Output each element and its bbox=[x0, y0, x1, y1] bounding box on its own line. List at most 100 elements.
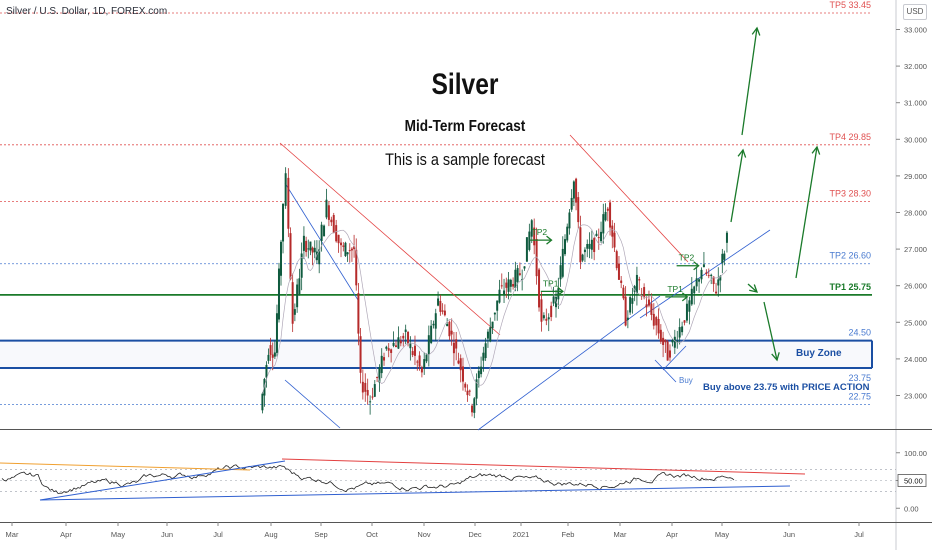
candle-body bbox=[579, 227, 582, 263]
time-tick-label: Apr bbox=[666, 530, 678, 539]
candle-body bbox=[645, 304, 648, 308]
level-label: TP5 33.45 bbox=[829, 0, 871, 10]
forecast-arrowhead bbox=[811, 145, 821, 155]
candle-body bbox=[613, 232, 616, 248]
candle-body bbox=[620, 280, 623, 283]
currency-badge[interactable]: USD bbox=[903, 4, 927, 20]
candle-body bbox=[484, 343, 487, 359]
candle-body bbox=[564, 239, 567, 255]
candle-body bbox=[695, 278, 698, 287]
time-tick-label: Oct bbox=[366, 530, 379, 539]
oscillator-tick-label: 100.00 bbox=[904, 449, 927, 458]
candle-body bbox=[593, 238, 596, 253]
candle-body bbox=[533, 227, 536, 246]
candle-body bbox=[407, 331, 410, 344]
candle-body bbox=[364, 382, 367, 392]
tp-annotation-label: TP1 bbox=[543, 278, 559, 288]
candle-body bbox=[557, 288, 560, 300]
candle-body bbox=[505, 282, 508, 288]
tp-annotation-arrowhead bbox=[546, 235, 553, 245]
buy-zone-label: Buy Zone bbox=[796, 348, 842, 359]
price-tick-label: 25.000 bbox=[904, 318, 927, 327]
candle-body bbox=[383, 357, 386, 361]
time-tick-label: Mar bbox=[614, 530, 627, 539]
candle-body bbox=[464, 383, 467, 388]
candle-body bbox=[437, 298, 440, 306]
candle-body bbox=[446, 323, 449, 327]
candle-body bbox=[273, 352, 276, 357]
candle-body bbox=[545, 318, 548, 321]
time-tick-label: 2021 bbox=[513, 530, 530, 539]
candle-body bbox=[457, 360, 460, 364]
symbol-header: Silver / U.S. Dollar, 1D, FOREX.com bbox=[6, 6, 168, 17]
candle-body bbox=[509, 279, 512, 287]
tp-annotation-arrowhead bbox=[681, 292, 689, 302]
time-tick-label: Aug bbox=[264, 530, 277, 539]
candle-body bbox=[690, 288, 693, 305]
candle-body bbox=[425, 354, 428, 362]
candle-body bbox=[359, 336, 362, 373]
buy-hint-label: Buy above 23.75 with PRICE ACTION bbox=[703, 382, 870, 393]
candle-body bbox=[516, 268, 519, 282]
candle-body bbox=[280, 241, 283, 276]
level-label: 24.50 bbox=[848, 328, 871, 338]
candle-body bbox=[700, 269, 703, 280]
candle-body bbox=[420, 367, 423, 373]
level-label: 22.75 bbox=[848, 392, 871, 402]
time-tick-label: Jun bbox=[161, 530, 173, 539]
candle-body bbox=[443, 310, 446, 316]
candle-body bbox=[397, 337, 400, 349]
candle-body bbox=[489, 327, 492, 342]
candle-body bbox=[575, 178, 578, 203]
candle-body bbox=[568, 212, 571, 229]
candle-body bbox=[542, 315, 545, 319]
candle-body bbox=[475, 379, 478, 399]
candle-body bbox=[725, 232, 728, 243]
candle-body bbox=[631, 298, 634, 304]
candle-body bbox=[715, 291, 718, 294]
candle-body bbox=[507, 279, 510, 292]
trend-line bbox=[477, 295, 661, 431]
candle-body bbox=[595, 233, 598, 237]
candle-body bbox=[269, 345, 272, 355]
forecast-arrow bbox=[763, 301, 778, 361]
candle-body bbox=[350, 248, 353, 251]
candle-body bbox=[486, 331, 489, 339]
candle-body bbox=[459, 358, 462, 371]
oscillator-trend-red bbox=[281, 458, 806, 475]
candle-body bbox=[577, 197, 580, 223]
candle-body bbox=[712, 276, 715, 285]
candle-body bbox=[439, 300, 442, 312]
candle-body bbox=[477, 370, 480, 379]
candle-body bbox=[518, 273, 521, 275]
candle-body bbox=[547, 317, 550, 320]
candle-body bbox=[305, 240, 308, 253]
candle-body bbox=[275, 313, 278, 353]
oscillator-pane: 100.00 0.00 50.00 bbox=[0, 449, 927, 513]
candle-body bbox=[503, 290, 506, 295]
candle-body bbox=[323, 225, 326, 237]
candle-body bbox=[353, 246, 356, 250]
trend-line bbox=[569, 134, 689, 263]
candle-body bbox=[473, 398, 476, 413]
candle-body bbox=[441, 310, 444, 312]
candle-body bbox=[668, 350, 671, 358]
candle-body bbox=[617, 263, 620, 280]
candle-body bbox=[482, 352, 485, 361]
time-axis: Mar Apr May Jun Jul Aug Sep Oct Nov Dec 2021 Feb Mar… bbox=[6, 522, 864, 539]
level-label: TP2 26.60 bbox=[829, 251, 871, 261]
candle-body bbox=[411, 351, 414, 356]
tp-annotation-arrowhead bbox=[557, 286, 564, 296]
candle-body bbox=[657, 318, 660, 334]
candle-body bbox=[512, 284, 515, 287]
candle-body bbox=[430, 325, 433, 343]
buy-zone-area bbox=[0, 341, 872, 368]
price-tick-label: 31.000 bbox=[904, 99, 927, 108]
candle-body bbox=[528, 231, 531, 250]
candle-body bbox=[277, 268, 280, 320]
candle-body bbox=[355, 249, 358, 286]
candle-body bbox=[600, 231, 603, 242]
trend-line bbox=[279, 142, 501, 336]
candle-body bbox=[466, 390, 469, 396]
